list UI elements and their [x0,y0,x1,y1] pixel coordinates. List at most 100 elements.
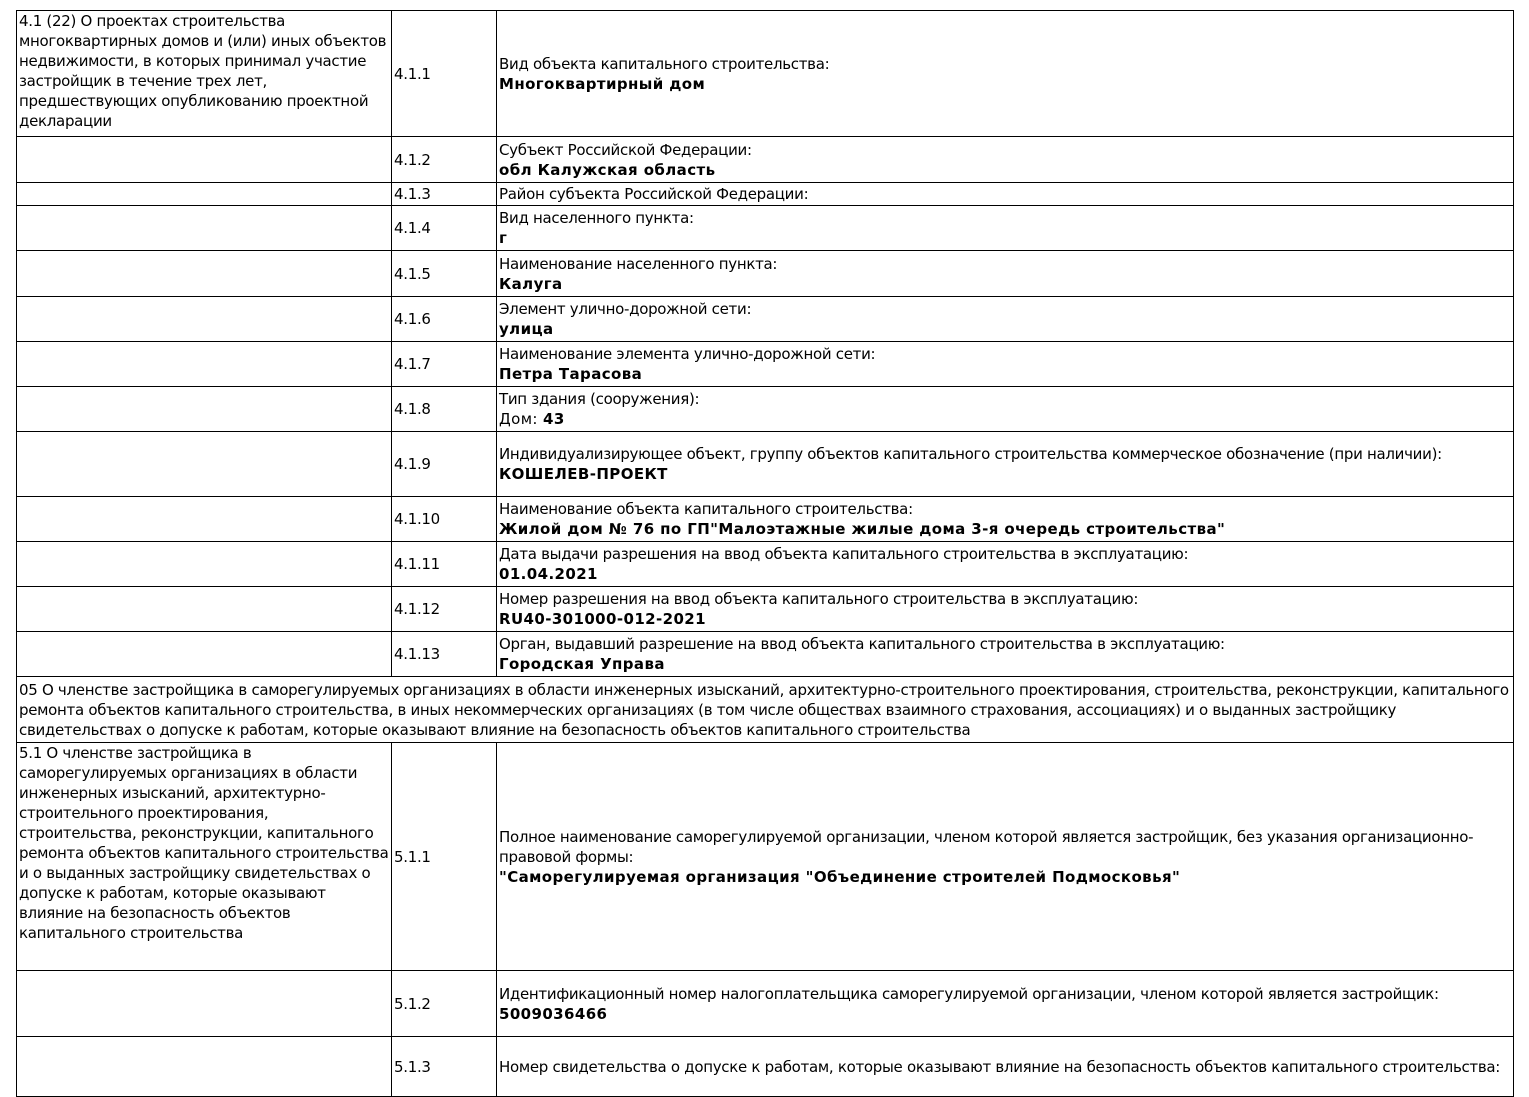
section-title [16,1036,392,1097]
item-value: обл Калужская область [499,160,1511,180]
item-value-text: г [499,229,508,247]
item-number: 4.1.2 [391,136,497,183]
item-value-text: Петра Тарасова [499,365,643,383]
table-row: 4.1.5 Наименование населенного пункта: Кал… [16,250,1514,297]
item-content: Индивидуализирующее объект, группу объек… [496,431,1514,497]
item-label: Тип здания (сооружения): [499,390,700,408]
item-value: 5009036466 [499,1004,1511,1024]
table-row: 4.1.9 Индивидуализирующее объект, группу … [16,431,1514,497]
item-content: Элемент улично-дорожной сети: улица [496,296,1514,342]
item-number: 4.1.9 [391,431,497,497]
item-number: 4.1.7 [391,341,497,387]
item-label: Наименование населенного пункта: [499,254,778,273]
item-label: Номер разрешения на ввод объекта капитал… [499,590,1139,608]
item-value-text: Калуга [499,274,563,293]
section-title [16,296,392,342]
item-label: Индивидуализирующее объект, группу объек… [499,445,1442,463]
table-row: 4.1.8 Тип здания (сооружения): Дом: 43 [16,386,1514,432]
section-title [16,631,392,677]
item-number: 4.1.12 [391,586,497,632]
item-content: Номер свидетельства о допуске к работам,… [496,1036,1514,1097]
item-value: Городская Управа [499,654,1511,674]
item-label: Идентификационный номер налогоплательщик… [499,984,1439,1003]
item-label: Дата выдачи разрешения на ввод объекта к… [499,545,1189,563]
table-row: 4.1.10 Наименование объекта капитального … [16,496,1514,542]
item-number: 5.1.3 [391,1036,497,1097]
item-number: 4.1.6 [391,296,497,342]
section-title [16,970,392,1037]
section-title: 5.1 О членстве застройщика в саморегулир… [16,742,392,971]
item-value: г [499,228,1511,248]
item-value-text: обл Калужская область [499,160,716,179]
item-number: 4.1.10 [391,496,497,542]
item-number: 4.1.13 [391,631,497,677]
item-number: 4.1.5 [391,250,497,297]
section-title [16,341,392,387]
item-content: Орган, выдавший разрешение на ввод объек… [496,631,1514,677]
table-row: 4.1.2 Субъект Российской Федерации: обл Ка… [16,136,1514,183]
item-value-text: RU40-301000-012-2021 [499,610,706,628]
item-number: 4.1.8 [391,386,497,432]
table-row: 5.1.3 Номер свидетельства о допуске к раб… [16,1036,1514,1097]
section-title [16,205,392,251]
item-label: Элемент улично-дорожной сети: [499,300,752,318]
item-value: 01.04.2021 [499,564,1511,584]
item-value-text: "Саморегулируемая организация "Объединен… [499,867,1181,886]
item-number: 4.1.4 [391,205,497,251]
section-title [16,136,392,183]
item-label: Вид объекта капитального строительства: [499,54,830,73]
item-content: Наименование объекта капитального строит… [496,496,1514,542]
section-title [16,496,392,542]
item-value-text: Городская Управа [499,655,665,673]
item-number: 5.1.2 [391,970,497,1037]
table-row: 4.1.13 Орган, выдавший разрешение на ввод… [16,631,1514,677]
item-number: 4.1.3 [391,182,497,206]
section-header: 05 О членстве застройщика в саморегулиру… [16,676,1514,743]
table-row: 4.1 (22) О проектах строительства многок… [16,10,1514,137]
item-value-text: КОШЕЛЕВ-ПРОЕКТ [499,465,668,483]
item-number: 4.1.1 [391,10,497,137]
item-label: Район субъекта Российской Федерации: [499,185,809,203]
table-row: 4.1.7 Наименование элемента улично-дорожн… [16,341,1514,387]
item-value: улица [499,319,1511,339]
item-value: КОШЕЛЕВ-ПРОЕКТ [499,464,1511,484]
item-label: Субъект Российской Федерации: [499,140,752,159]
section-title [16,182,392,206]
item-value: "Саморегулируемая организация "Объединен… [499,867,1511,887]
item-value: RU40-301000-012-2021 [499,609,1511,629]
item-value-text: Жилой дом № 76 по ГП"Малоэтажные жилые д… [499,520,1226,538]
item-value-text: 01.04.2021 [499,565,598,583]
declaration-table: 4.1 (22) О проектах строительства многок… [16,10,1514,1097]
item-value: Калуга [499,274,1511,294]
item-content: Идентификационный номер налогоплательщик… [496,970,1514,1037]
item-value-prefix: Дом: [499,410,544,428]
item-label: Наименование объекта капитального строит… [499,500,913,518]
item-content: Полное наименование саморегулируемой орг… [496,742,1514,971]
item-value: Петра Тарасова [499,364,1511,384]
item-value-text: 43 [543,410,565,428]
item-value-text: улица [499,320,554,338]
section-title [16,541,392,587]
item-content: Район субъекта Российской Федерации: [496,182,1514,206]
item-value: Жилой дом № 76 по ГП"Малоэтажные жилые д… [499,519,1511,539]
item-number: 4.1.11 [391,541,497,587]
item-number: 5.1.1 [391,742,497,971]
section-header-row: 05 О членстве застройщика в саморегулиру… [16,676,1514,743]
table-row: 4.1.11 Дата выдачи разрешения на ввод объ… [16,541,1514,587]
item-content: Дата выдачи разрешения на ввод объекта к… [496,541,1514,587]
item-content: Субъект Российской Федерации: обл Калужск… [496,136,1514,183]
item-content: Вид населенного пункта: г [496,205,1514,251]
item-content: Наименование населенного пункта: Калуга [496,250,1514,297]
item-label: Полное наименование саморегулируемой орг… [499,827,1474,866]
item-value: Многоквартирный дом [499,74,1511,94]
section-title [16,386,392,432]
table-row: 4.1.12 Номер разрешения на ввод объекта к… [16,586,1514,632]
item-content: Наименование элемента улично-дорожной се… [496,341,1514,387]
item-value-text: 5009036466 [499,1004,608,1023]
table-row: 5.1.2 Идентификационный номер налогоплате… [16,970,1514,1037]
table-row: 4.1.4 Вид населенного пункта: г [16,205,1514,251]
section-title [16,586,392,632]
item-label: Наименование элемента улично-дорожной се… [499,345,876,363]
table-row: 4.1.6 Элемент улично-дорожной сети: улица [16,296,1514,342]
item-content: Вид объекта капитального строительства: М… [496,10,1514,137]
